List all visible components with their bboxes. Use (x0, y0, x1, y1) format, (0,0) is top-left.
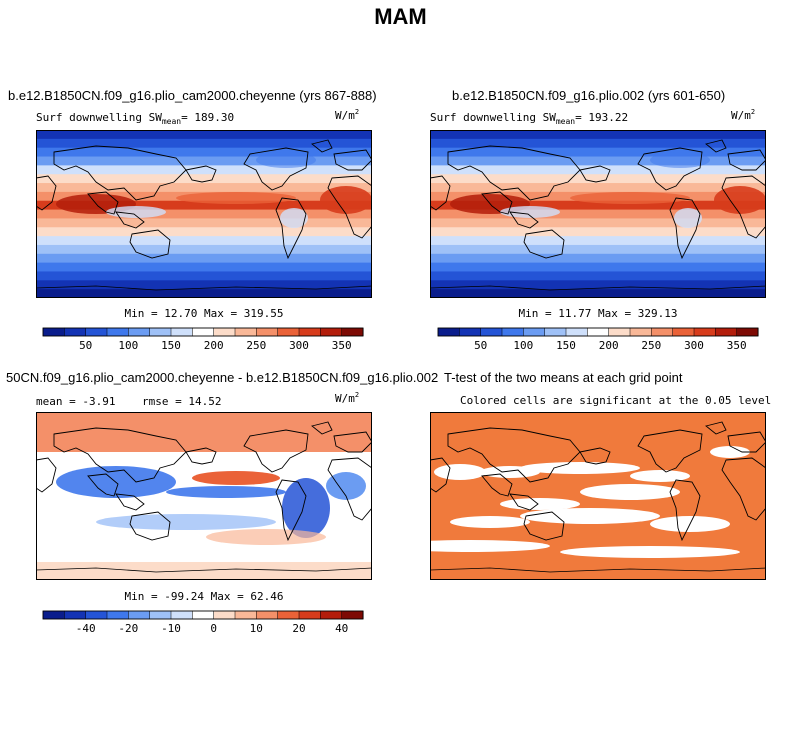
units-top-left: W/m2 (335, 108, 359, 122)
map-bottom-left (36, 412, 372, 580)
panel-title-top-right: b.e12.B1850CN.f09_g16.plio.002 (yrs 601-… (452, 88, 726, 103)
land-outlines (36, 421, 372, 573)
mean-text: mean = -3.91 (36, 395, 116, 408)
colorbar-tick-label: -10 (161, 622, 181, 635)
colorbar-tick-label: 150 (556, 339, 576, 352)
panel-stats-bottom-left: mean = -3.91 rmse = 14.52 (36, 395, 221, 408)
colorbar-tick-label: 50 (474, 339, 487, 352)
colorbar-top-right: 50 100 150 200 250 300 350 (437, 327, 759, 352)
colorbar-tick-label: 350 (727, 339, 747, 352)
colorbar-tick-label: 100 (118, 339, 138, 352)
units-power: 2 (750, 108, 756, 116)
colorbar-tick-label: -40 (76, 622, 96, 635)
colorbar-tick-label: 0 (210, 622, 217, 635)
units-top-right: W/m2 (731, 108, 755, 122)
subtitle-mean-value: = 189.30 (181, 111, 235, 124)
map-bottom-right (430, 412, 766, 580)
units-power: 2 (354, 391, 360, 399)
colorbar-tick-label: 300 (684, 339, 704, 352)
panel-title-bottom-right: T-test of the two means at each grid poi… (444, 370, 683, 385)
subtitle-mean-label: mean (555, 117, 576, 126)
figure-title: MAM (374, 4, 427, 29)
panel-subtitle-bottom-right: Colored cells are significant at the 0.0… (460, 394, 772, 407)
panel-title-top-left: b.e12.B1850CN.f09_g16.plio_cam2000.cheye… (8, 88, 377, 103)
colorbar-tick-label: 40 (335, 622, 348, 635)
colorbar-tick-label: 350 (332, 339, 352, 352)
units-text: W/m (335, 109, 355, 122)
colorbar-tick-label: 200 (204, 339, 224, 352)
land-outlines (36, 139, 372, 291)
minmax-top-left: Min = 12.70 Max = 319.55 (124, 307, 284, 320)
map-top-left (36, 130, 372, 298)
colorbar-tick-label: 250 (246, 339, 266, 352)
colorbar-tick-label: 150 (161, 339, 181, 352)
units-power: 2 (354, 108, 360, 116)
minmax-top-right: Min = 11.77 Max = 329.13 (518, 307, 678, 320)
colorbar-tick-label: 250 (641, 339, 661, 352)
map-top-right (430, 130, 766, 298)
colorbar-tick-label: 200 (599, 339, 619, 352)
panel-subtitle-top-left: Surf downwelling SWmean= 189.30 (36, 111, 234, 126)
colorbar-tick-label: 10 (250, 622, 263, 635)
land-outlines (430, 139, 766, 291)
minmax-bottom-left: Min = -99.24 Max = 62.46 (124, 590, 284, 603)
subtitle-mean-value: = 193.22 (575, 111, 629, 124)
subtitle-prefix: Surf downwelling SW (430, 111, 556, 124)
units-bottom-left: W/m2 (335, 391, 359, 405)
colorbar-tick-label: 20 (292, 622, 305, 635)
colorbar-tick-label: -20 (118, 622, 138, 635)
units-text: W/m (731, 109, 751, 122)
colorbar-tick-label: 50 (79, 339, 92, 352)
panel-subtitle-top-right: Surf downwelling SWmean= 193.22 (430, 111, 628, 126)
land-outlines (430, 421, 766, 573)
subtitle-mean-label: mean (161, 117, 182, 126)
colorbar-tick-label: 300 (289, 339, 309, 352)
units-text: W/m (335, 392, 355, 405)
subtitle-prefix: Surf downwelling SW (36, 111, 162, 124)
colorbar-bottom-left: -40 -20 -10 0 10 20 40 (42, 610, 364, 635)
rmse-text: rmse = 14.52 (141, 395, 222, 408)
colorbar-tick-label: 100 (513, 339, 533, 352)
colorbar-top-left: 50 100 150 200 250 300 350 (42, 327, 364, 352)
panel-title-bottom-left: 50CN.f09_g16.plio_cam2000.cheyenne - b.e… (6, 370, 439, 385)
